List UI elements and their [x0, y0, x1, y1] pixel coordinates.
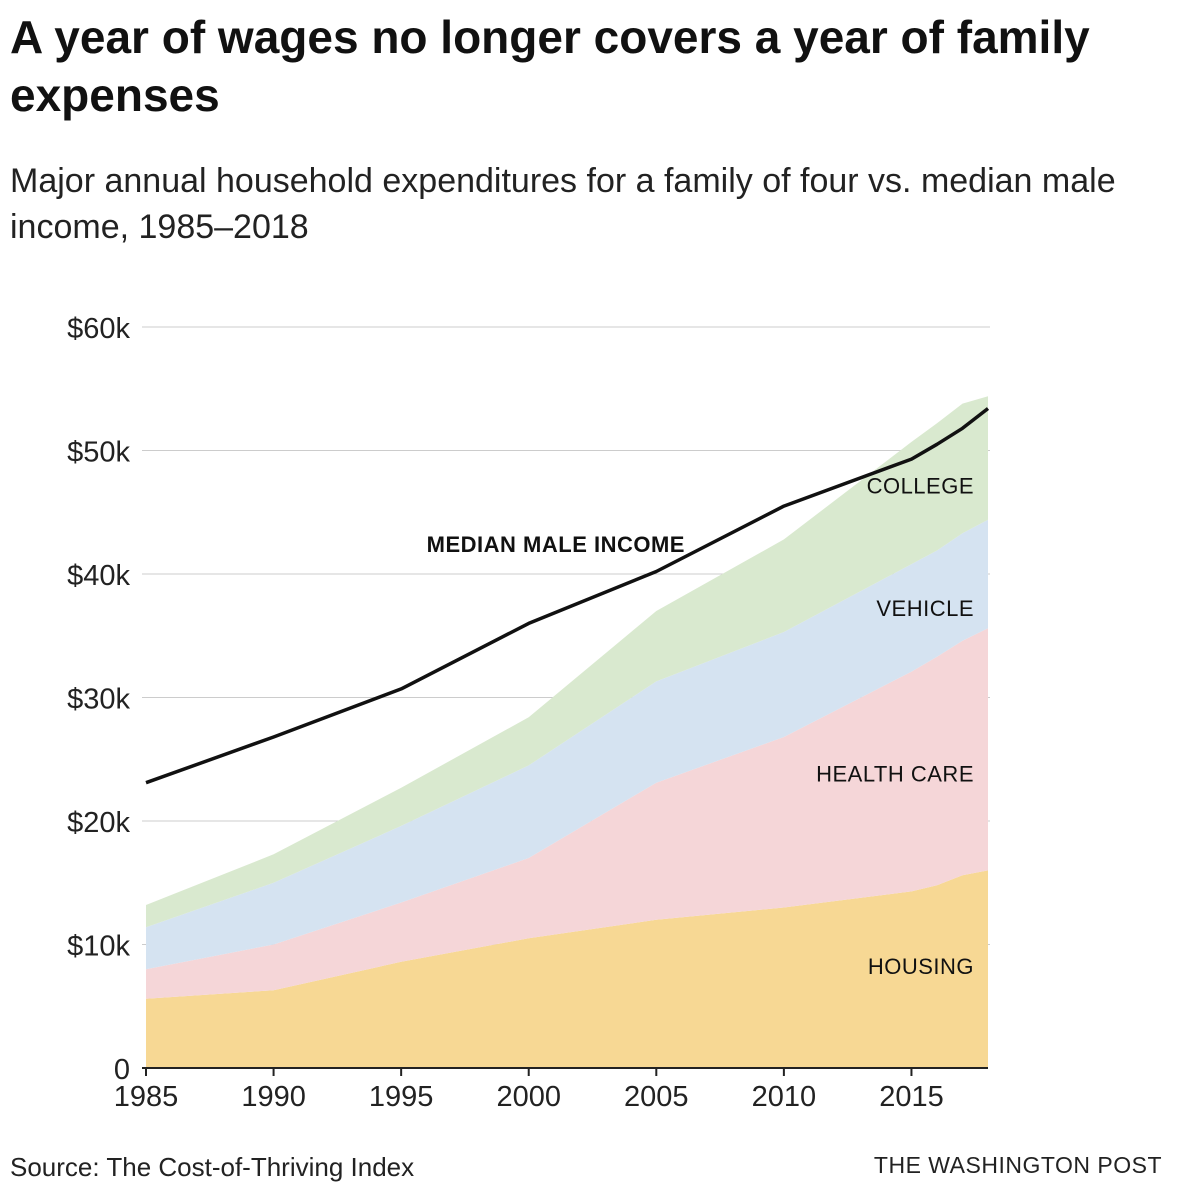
x-tick-label: 1985 — [114, 1081, 179, 1113]
y-tick-label: $20k — [67, 807, 130, 839]
area-housing — [146, 870, 988, 1068]
source-note: Source: The Cost-of-Thriving Index — [10, 1152, 415, 1182]
label-college: COLLEGE — [867, 474, 974, 499]
credit-line: THE WASHINGTON POST — [873, 1152, 1162, 1178]
x-tick-label: 2010 — [752, 1081, 817, 1113]
x-tick-label: 2005 — [624, 1081, 689, 1113]
area-health-care — [146, 628, 988, 999]
income-line — [145, 407, 990, 785]
y-tick-label: $60k — [67, 313, 130, 345]
x-tick-label: 2015 — [879, 1081, 944, 1113]
income-line-layer — [145, 407, 990, 785]
label-housing: HOUSING — [868, 954, 974, 979]
y-tick-label: $40k — [67, 560, 130, 592]
y-tick-label: $50k — [67, 437, 130, 469]
y-tick-label: $10k — [67, 931, 130, 963]
x-tick-label: 1995 — [369, 1081, 434, 1113]
area-vehicle — [146, 519, 988, 970]
label-health-care: HEALTH CARE — [816, 761, 974, 786]
y-tick-label: $30k — [67, 684, 130, 716]
series-labels: MEDIAN MALE INCOME COLLEGE VEHICLE HEALTH C… — [427, 474, 974, 979]
area-college — [146, 396, 988, 928]
y-tick-label: 0 — [114, 1054, 130, 1086]
label-income: MEDIAN MALE INCOME — [427, 532, 685, 557]
area-series — [146, 396, 988, 1068]
x-tick-label: 2000 — [496, 1081, 561, 1113]
x-tick-label: 1990 — [241, 1081, 306, 1113]
chart-title: A year of wages no longer covers a year … — [10, 11, 1090, 121]
chart-subtitle: Major annual household expenditures for … — [10, 162, 1116, 246]
axes: 0 $10k $20k $30k $40k $50k $60k 1985 1990 1995 200… — [67, 313, 988, 1113]
label-vehicle: VEHICLE — [876, 596, 974, 621]
